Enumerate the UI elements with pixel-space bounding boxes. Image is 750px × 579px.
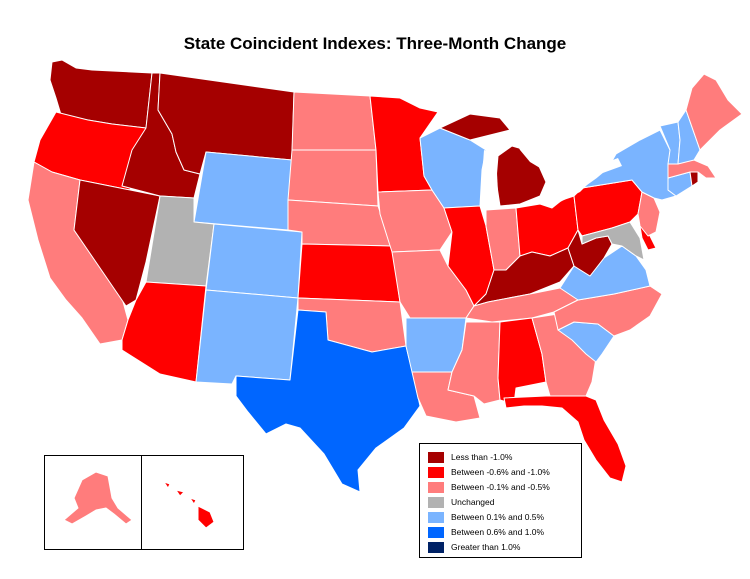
- state-TX[interactable]: [235, 309, 421, 493]
- legend-label: Between 0.6% and 1.0%: [451, 527, 545, 537]
- lake-erie: [540, 182, 590, 206]
- legend-swatch: [428, 451, 444, 463]
- legend-item: Unchanged: [428, 496, 494, 508]
- legend-swatch: [428, 466, 444, 478]
- state-MD[interactable]: [581, 221, 645, 261]
- map-title: State Coincident Indexes: Three-Month Ch…: [183, 34, 567, 53]
- legend-item: Greater than 1.0%: [428, 541, 520, 553]
- legend-item: Between 0.1% and 0.5%: [428, 511, 544, 523]
- legend-item: Between 0.6% and 1.0%: [428, 526, 544, 538]
- legend-item: Between -0.6% and -1.0%: [428, 466, 550, 478]
- state-ME[interactable]: [685, 73, 743, 151]
- map-legend: Less than -1.0% Between -0.6% and -1.0% …: [419, 443, 582, 558]
- state-FL[interactable]: [503, 395, 627, 483]
- legend-label: Greater than 1.0%: [451, 542, 521, 552]
- lake-michigan: [482, 150, 498, 204]
- legend-swatch: [428, 496, 444, 508]
- state-NJ[interactable]: [637, 191, 661, 237]
- legend-label: Between -0.1% and -0.5%: [451, 482, 550, 492]
- legend-swatch: [428, 541, 444, 553]
- state-MA[interactable]: [667, 159, 717, 179]
- state-HI[interactable]: [163, 481, 215, 529]
- legend-swatch: [428, 526, 444, 538]
- legend-item: Between -0.1% and -0.5%: [428, 481, 550, 493]
- legend-item: Less than -1.0%: [428, 451, 512, 463]
- legend-label: Between 0.1% and 0.5%: [451, 512, 545, 522]
- state-AK[interactable]: [63, 471, 133, 525]
- legend-swatch: [428, 481, 444, 493]
- lake-huron: [510, 132, 540, 168]
- legend-label: Less than -1.0%: [451, 452, 513, 462]
- legend-swatch: [428, 511, 444, 523]
- lake-ontario: [592, 158, 622, 174]
- legend-label: Unchanged: [451, 497, 495, 507]
- legend-label: Between -0.6% and -1.0%: [451, 467, 550, 477]
